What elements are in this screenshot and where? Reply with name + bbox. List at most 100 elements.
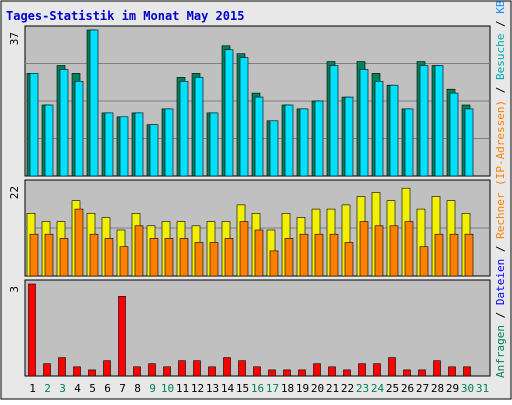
bar-besuche-day-17	[269, 250, 279, 277]
bar-dateien-day-17	[269, 120, 279, 177]
legend-item-4: Besuche	[494, 34, 507, 80]
bar-kb-f-day-4	[73, 366, 81, 377]
bar-kb-f-day-16	[253, 366, 261, 377]
bar-dateien-day-12	[194, 77, 204, 177]
x-tick-label-day-5: 5	[89, 382, 96, 395]
bar-besuche-day-3	[59, 238, 69, 277]
bar-kb-f-day-13	[208, 366, 216, 377]
x-tick-label-day-21: 21	[326, 382, 339, 395]
bar-dateien-day-5	[89, 29, 99, 177]
legend-item-5: KB In	[494, 0, 507, 14]
x-tick-label-day-26: 26	[401, 382, 414, 395]
bar-kb-f-day-22	[343, 369, 351, 377]
bar-kb-f-day-17	[268, 369, 276, 377]
bar-kb-f-day-23	[358, 363, 366, 377]
bar-besuche-day-14	[224, 238, 234, 277]
bar-kb-f-day-9	[148, 363, 156, 377]
bar-besuche-day-9	[149, 238, 159, 277]
bar-besuche-day-16	[254, 229, 264, 277]
bar-besuche-day-25	[389, 225, 399, 277]
legend-item-2: Dateien	[494, 259, 507, 305]
bar-besuche-day-5	[89, 233, 99, 277]
x-tick-label-day-28: 28	[431, 382, 444, 395]
bar-dateien-day-6	[104, 112, 114, 177]
bar-dateien-day-7	[119, 116, 129, 177]
x-tick-label-day-13: 13	[206, 382, 219, 395]
bar-besuche-day-13	[209, 242, 219, 277]
bar-kb-f-day-28	[433, 360, 441, 377]
bar-kb-f-day-7	[118, 295, 126, 377]
x-tick-label-day-23: 23	[356, 382, 369, 395]
bar-dateien-day-11	[179, 81, 189, 177]
bar-besuche-day-30	[464, 233, 474, 277]
bar-besuche-day-10	[164, 238, 174, 277]
x-tick-label-day-18: 18	[281, 382, 294, 395]
bar-kb-f-day-18	[283, 369, 291, 377]
bar-dateien-day-15	[239, 57, 249, 177]
bar-besuche-day-24	[374, 225, 384, 277]
bar-besuche-day-6	[104, 238, 114, 277]
x-tick-label-day-27: 27	[416, 382, 429, 395]
bar-besuche-day-11	[179, 238, 189, 277]
bar-besuche-day-23	[359, 221, 369, 277]
bar-kb-f-day-10	[163, 366, 171, 377]
x-tick-label-day-10: 10	[161, 382, 174, 395]
bar-kb-f-day-25	[388, 357, 396, 377]
bar-besuche-day-7	[119, 246, 129, 277]
x-tick-label-day-1: 1	[29, 382, 36, 395]
bar-besuche-day-21	[329, 233, 339, 277]
bar-besuche-day-26	[404, 221, 414, 277]
bar-kb-f-day-2	[43, 363, 51, 377]
bar-dateien-day-4	[74, 81, 84, 177]
bar-dateien-day-16	[254, 96, 264, 177]
bar-kb-f-day-11	[178, 360, 186, 377]
x-tick-label-day-22: 22	[341, 382, 354, 395]
bar-dateien-day-18	[284, 104, 294, 177]
bar-dateien-day-23	[359, 69, 369, 177]
legend-item-3: Rechner (IP-Adressen)	[494, 100, 507, 239]
bar-kb-f-day-15	[238, 360, 246, 377]
panel-1-ymax-label: 37	[8, 32, 21, 45]
bar-kb-f-day-19	[298, 369, 306, 377]
bar-dateien-day-29	[449, 92, 459, 177]
bar-dateien-day-28	[434, 65, 444, 177]
bar-besuche-day-12	[194, 242, 204, 277]
bar-kb-f-day-26	[403, 369, 411, 377]
bar-kb-f-day-14	[223, 357, 231, 377]
bar-kb-f-day-6	[103, 360, 111, 377]
bar-besuche-day-27	[419, 246, 429, 277]
bar-kb-f-day-27	[418, 369, 426, 377]
x-tick-label-day-31: 31	[476, 382, 489, 395]
bar-besuche-day-18	[284, 238, 294, 277]
bar-kb-f-day-24	[373, 363, 381, 377]
bar-kb-f-day-1	[28, 283, 36, 377]
bar-kb-f-day-5	[88, 369, 96, 377]
bar-besuche-day-28	[434, 233, 444, 277]
bar-dateien-day-30	[464, 108, 474, 177]
x-tick-label-day-6: 6	[104, 382, 111, 395]
x-tick-label-day-20: 20	[311, 382, 324, 395]
x-tick-label-day-12: 12	[191, 382, 204, 395]
x-tick-label-day-4: 4	[74, 382, 81, 395]
panel-2-ymax-label: 22	[8, 186, 21, 199]
bar-dateien-day-25	[389, 84, 399, 177]
x-tick-label-day-29: 29	[446, 382, 459, 395]
bar-kb-f-day-20	[313, 363, 321, 377]
bar-kb-f-day-12	[193, 360, 201, 377]
x-tick-label-day-2: 2	[44, 382, 51, 395]
bar-dateien-day-21	[329, 65, 339, 177]
legend-separator: /	[494, 305, 507, 325]
x-tick-label-day-16: 16	[251, 382, 264, 395]
x-tick-label-day-19: 19	[296, 382, 309, 395]
x-tick-label-day-30: 30	[461, 382, 474, 395]
panel-3-ymax-label: 3	[8, 286, 21, 293]
bar-besuche-day-22	[344, 242, 354, 277]
bar-dateien-day-24	[374, 81, 384, 177]
x-tick-label-day-9: 9	[149, 382, 156, 395]
bar-dateien-day-22	[344, 96, 354, 177]
bar-kb-f-day-21	[328, 366, 336, 377]
bar-dateien-day-1	[29, 73, 39, 177]
bar-dateien-day-14	[224, 49, 234, 177]
